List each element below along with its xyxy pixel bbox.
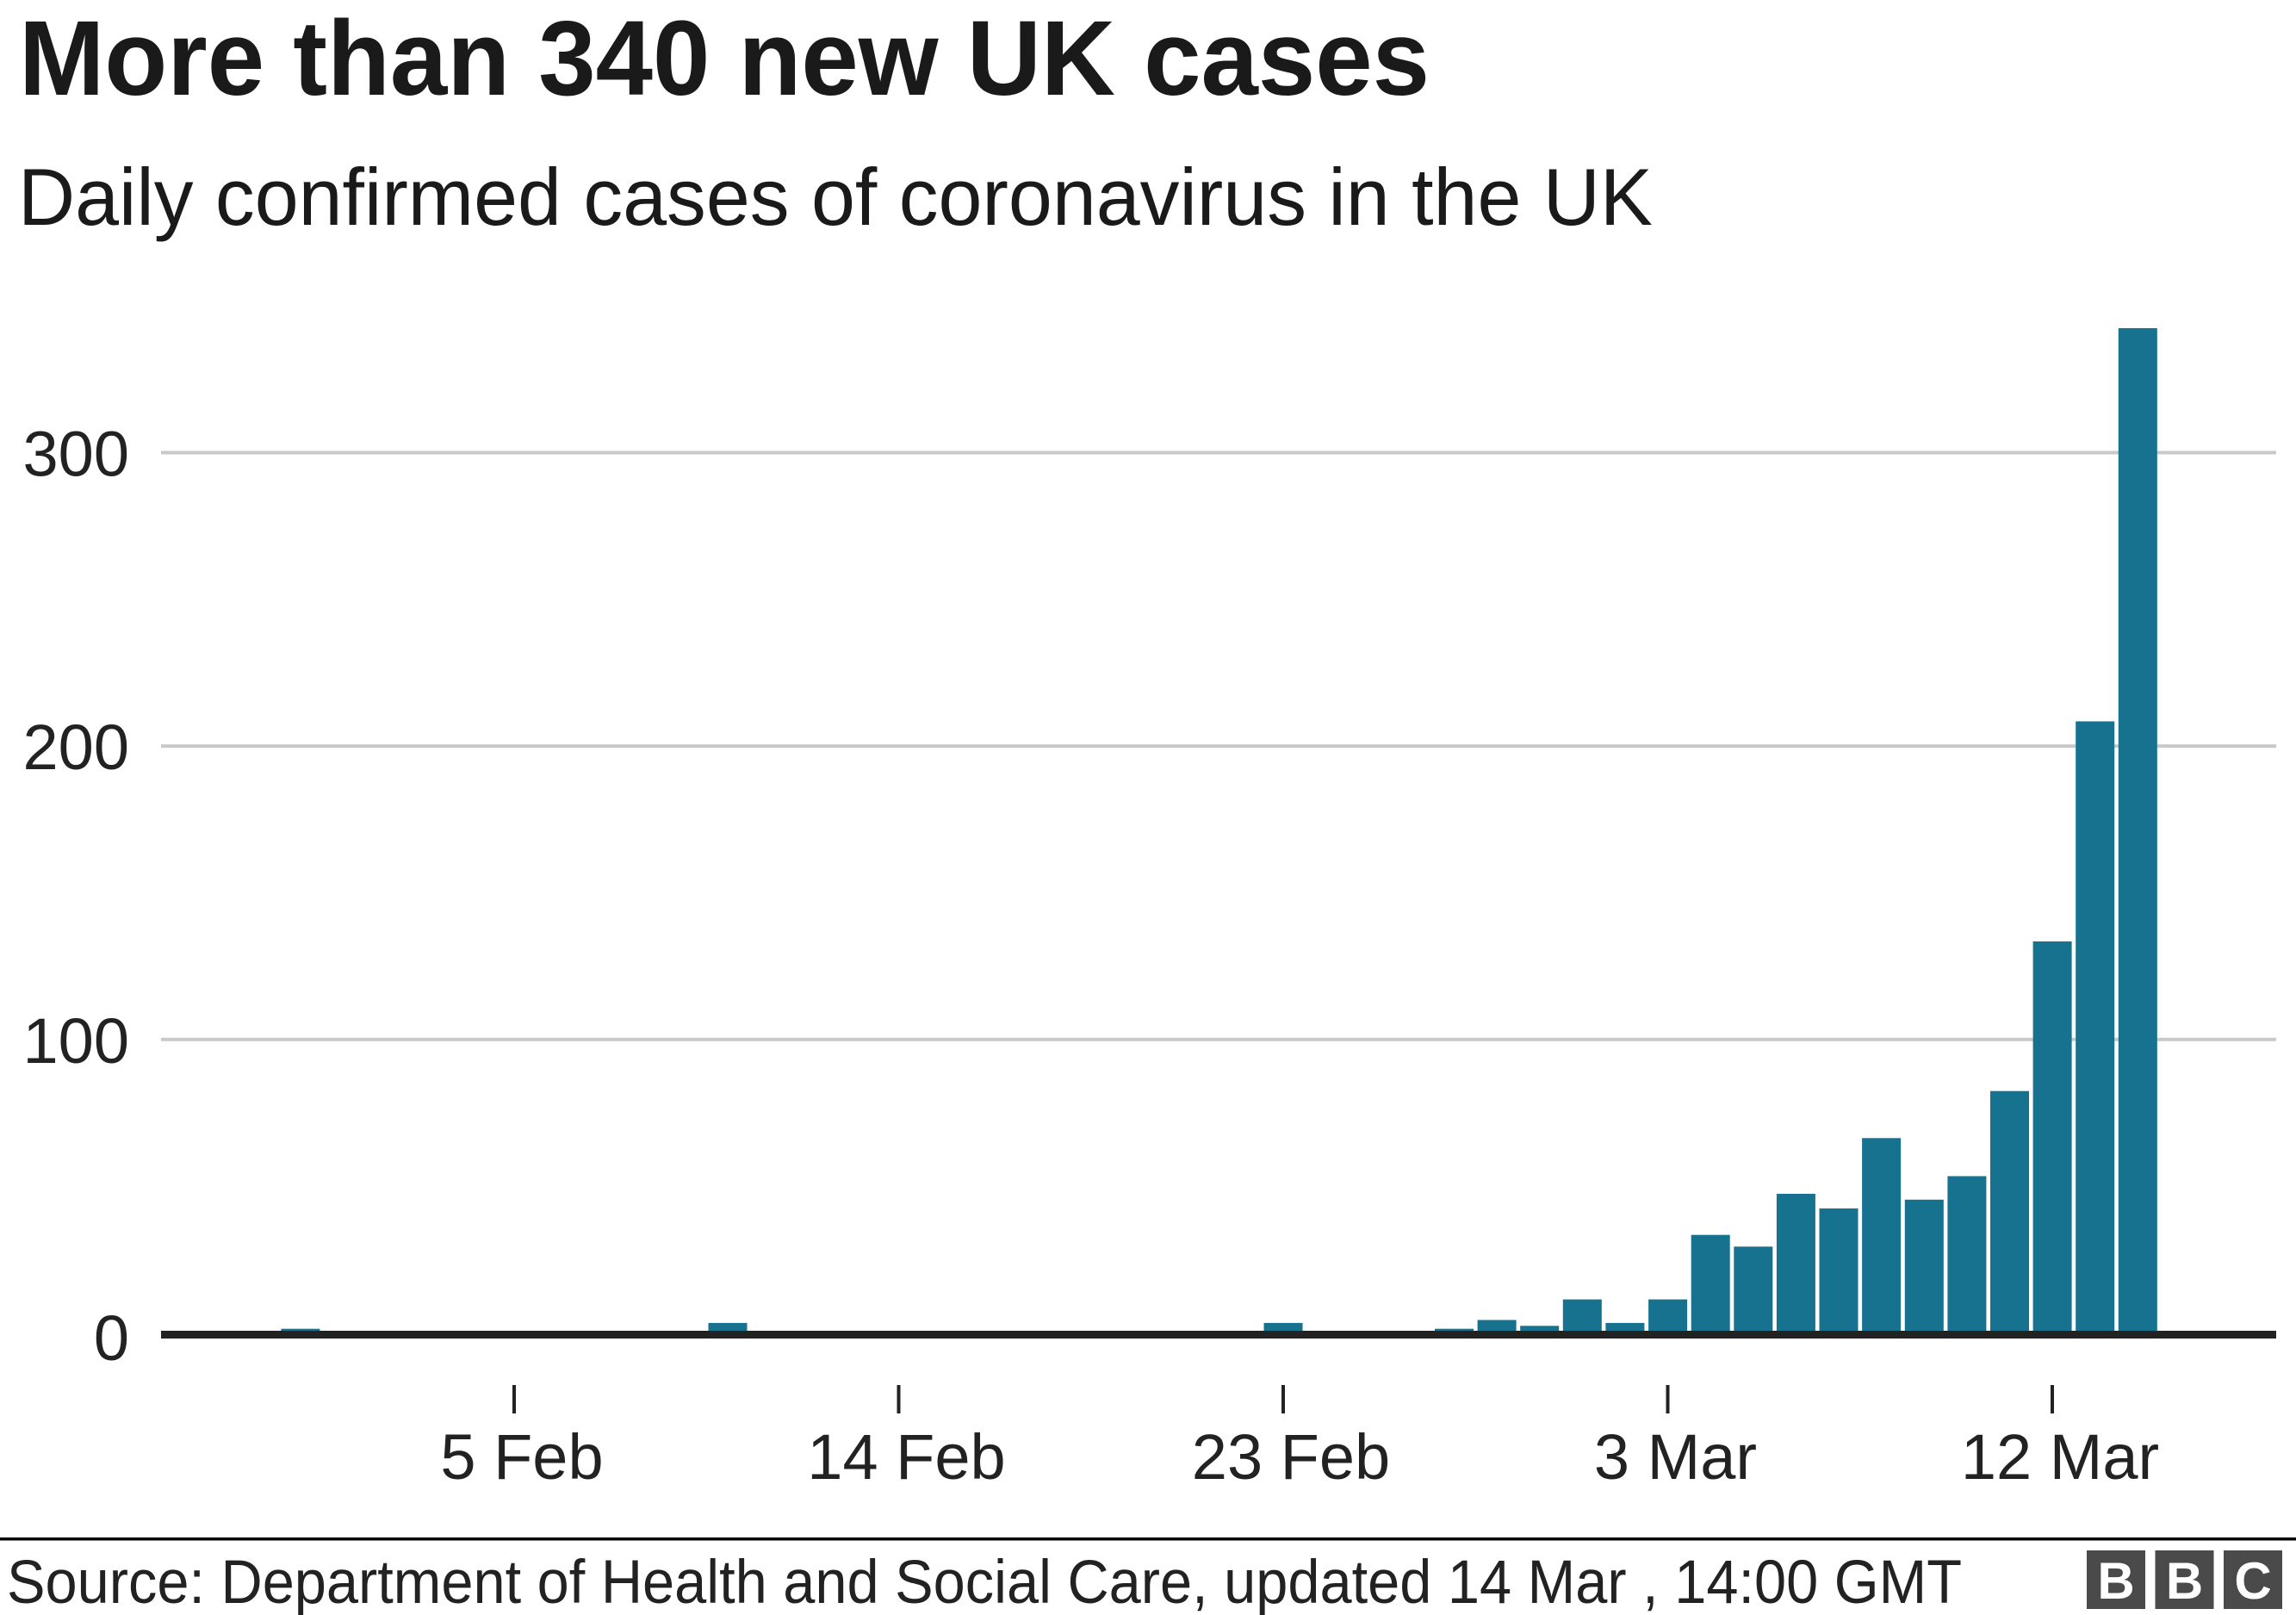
- svg-text:B: B: [2097, 1552, 2134, 1610]
- svg-text:B: B: [2166, 1552, 2203, 1610]
- svg-text:More than 340 new UK cases: More than 340 new UK cases: [19, 0, 1430, 118]
- svg-text:23 Feb: 23 Feb: [1192, 1421, 1390, 1493]
- svg-text:14 Feb: 14 Feb: [807, 1421, 1005, 1493]
- svg-text:200: 200: [23, 711, 129, 783]
- svg-text:Source: Department of Health a: Source: Department of Health and Social …: [7, 1548, 1962, 1615]
- svg-text:Daily confirmed cases of coron: Daily confirmed cases of coronavirus in …: [18, 152, 1653, 242]
- svg-text:C: C: [2234, 1552, 2271, 1610]
- svg-text:5 Feb: 5 Feb: [440, 1421, 603, 1493]
- svg-text:12 Mar: 12 Mar: [1961, 1421, 2159, 1493]
- svg-text:100: 100: [23, 1005, 129, 1077]
- svg-text:0: 0: [94, 1302, 129, 1374]
- svg-text:3 Mar: 3 Mar: [1594, 1421, 1757, 1493]
- svg-text:300: 300: [23, 419, 129, 490]
